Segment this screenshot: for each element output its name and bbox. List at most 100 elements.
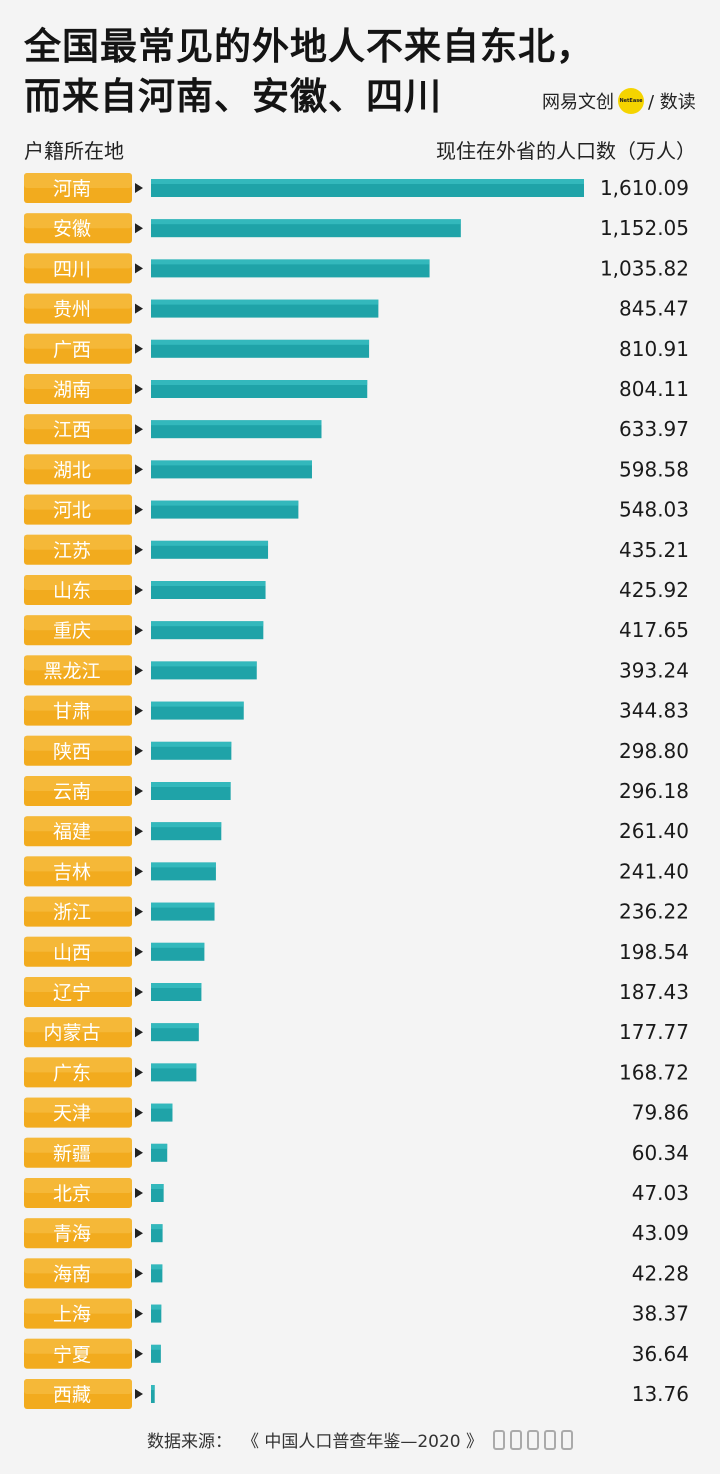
category-label: 上海: [53, 1304, 91, 1326]
value-label: 810.91: [619, 337, 689, 361]
category-label: 湖北: [53, 459, 91, 481]
bar-highlight: [151, 1184, 164, 1189]
bracket-icon: [493, 1429, 506, 1450]
pointer-arrow-icon: [135, 625, 143, 636]
value-label: 344.83: [619, 699, 689, 723]
brand-mark: 网易文创 NetEase / 数读: [542, 86, 696, 116]
bar-highlight: [151, 621, 264, 627]
value-label: 241.40: [619, 859, 689, 883]
category-label-highlight: [24, 454, 132, 470]
bar-highlight: [151, 259, 430, 265]
bar-highlight: [151, 1304, 162, 1310]
pointer-arrow-icon: [135, 745, 143, 756]
category-label-highlight: [24, 735, 132, 751]
bar-highlight: [151, 179, 584, 184]
category-label: 陕西: [53, 741, 91, 763]
value-label: 417.65: [619, 618, 689, 642]
value-label: 1,610.09: [600, 176, 689, 200]
value-label: 168.72: [619, 1060, 689, 1084]
value-label: 36.64: [632, 1342, 689, 1366]
source-value: 《 中国人口普查年鉴—2020 》: [241, 1432, 484, 1452]
pointer-arrow-icon: [135, 705, 143, 716]
category-label-highlight: [24, 1258, 132, 1274]
value-label: 177.77: [619, 1020, 689, 1044]
category-label: 新疆: [53, 1143, 91, 1165]
category-label: 北京: [53, 1183, 91, 1205]
category-label: 山东: [53, 580, 91, 602]
bar-highlight: [151, 299, 379, 305]
category-label-highlight: [24, 293, 132, 309]
category-label: 河北: [53, 500, 91, 522]
bar-highlight: [151, 902, 215, 908]
category-label: 江苏: [53, 540, 91, 562]
value-label: 236.22: [619, 900, 689, 924]
bar-highlight: [151, 822, 222, 828]
category-label-highlight: [24, 253, 132, 269]
pointer-arrow-icon: [135, 786, 143, 796]
category-label: 天津: [53, 1103, 91, 1125]
pointer-arrow-icon: [135, 504, 143, 515]
bar-highlight: [151, 782, 231, 787]
category-label-highlight: [24, 615, 132, 631]
pointer-arrow-icon: [135, 1308, 143, 1319]
value-label: 548.03: [619, 498, 689, 522]
category-label-highlight: [24, 655, 132, 671]
category-label-highlight: [24, 856, 132, 872]
bracket-icon: [527, 1429, 540, 1450]
pointer-arrow-icon: [135, 1027, 143, 1038]
bar-highlight: [151, 1224, 163, 1230]
pointer-arrow-icon: [135, 1188, 143, 1198]
chart-title: 全国最常见的外地人不来自东北， 而来自河南、安徽、四川: [24, 22, 664, 122]
bar-highlight: [151, 741, 232, 747]
category-label: 吉林: [53, 861, 91, 883]
bracket-icon: [561, 1429, 574, 1450]
category-label-highlight: [24, 1097, 132, 1113]
category-label-highlight: [24, 695, 132, 711]
category-label-highlight: [24, 534, 132, 550]
category-label: 甘肃: [53, 701, 91, 723]
category-label: 广东: [53, 1062, 91, 1084]
pointer-arrow-icon: [135, 1107, 143, 1118]
bar-highlight: [151, 219, 461, 225]
value-label: 42.28: [632, 1261, 689, 1285]
category-label-highlight: [24, 816, 132, 832]
category-label: 云南: [53, 781, 91, 803]
value-label: 435.21: [619, 538, 689, 562]
bracket-icon: [510, 1429, 523, 1450]
category-label: 安徽: [53, 218, 91, 240]
category-label: 山西: [53, 942, 91, 964]
category-label: 重庆: [53, 620, 91, 642]
pointer-arrow-icon: [135, 946, 143, 957]
value-label: 79.86: [632, 1101, 689, 1125]
bar-highlight: [151, 500, 299, 506]
category-label-highlight: [24, 213, 132, 229]
category-label-highlight: [24, 977, 132, 992]
category-label-highlight: [24, 1057, 132, 1073]
bar-highlight: [151, 420, 322, 426]
category-label: 青海: [53, 1223, 91, 1245]
value-label: 1,035.82: [600, 256, 689, 280]
bar-highlight: [151, 661, 257, 667]
value-label: 43.09: [632, 1221, 689, 1245]
category-label: 内蒙古: [43, 1022, 100, 1044]
category-label: 宁夏: [53, 1344, 91, 1366]
bar-highlight: [151, 339, 370, 345]
value-label: 598.58: [619, 457, 689, 481]
value-label: 60.34: [632, 1141, 689, 1165]
value-label: 298.80: [619, 739, 689, 763]
bar-highlight: [151, 1023, 199, 1029]
value-label: 47.03: [632, 1181, 689, 1205]
pointer-arrow-icon: [135, 1067, 143, 1078]
category-label-highlight: [24, 896, 132, 912]
brand-suffix: / 数读: [648, 92, 696, 113]
pointer-arrow-icon: [135, 183, 143, 193]
value-label: 261.40: [619, 819, 689, 843]
pointer-arrow-icon: [135, 866, 143, 877]
pointer-arrow-icon: [135, 384, 143, 394]
category-label: 四川: [53, 258, 91, 280]
pointer-arrow-icon: [135, 464, 143, 475]
bracket-icon: [544, 1429, 557, 1450]
category-label: 辽宁: [53, 982, 91, 1004]
value-header: 现住在外省的人口数（万人）: [436, 139, 696, 163]
value-label: 187.43: [619, 980, 689, 1004]
